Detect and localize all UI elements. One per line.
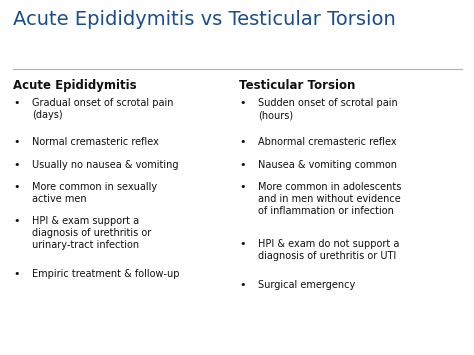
Text: Abnormal cremasteric reflex: Abnormal cremasteric reflex: [258, 137, 397, 147]
Text: Acute Epididymitis vs Testicular Torsion: Acute Epididymitis vs Testicular Torsion: [13, 10, 396, 29]
Text: COLUMBUS: COLUMBUS: [441, 331, 474, 336]
Text: HPI & exam support a
diagnosis of urethritis or
urinary-tract infection: HPI & exam support a diagnosis of urethr…: [32, 216, 152, 250]
Text: •: •: [13, 182, 20, 192]
Text: Gradual onset of scrotal pain
(days): Gradual onset of scrotal pain (days): [32, 98, 174, 120]
Text: •: •: [239, 280, 246, 290]
Text: •: •: [239, 137, 246, 147]
Text: COLUMBUS: COLUMBUS: [370, 339, 427, 348]
Text: Testicular Torsion: Testicular Torsion: [239, 79, 356, 92]
Text: •: •: [13, 159, 20, 170]
Text: More common in sexually
active men: More common in sexually active men: [32, 182, 157, 204]
Text: •: •: [13, 137, 20, 147]
Text: More common in adolescents
and in men without evidence
of inflammation or infect: More common in adolescents and in men wi…: [258, 182, 401, 216]
Text: •: •: [239, 159, 246, 170]
Text: •: •: [13, 98, 20, 108]
Text: Usually no nausea & vomiting: Usually no nausea & vomiting: [32, 159, 179, 170]
Text: •: •: [239, 98, 246, 108]
Text: www.publichealth.columbus.gov: www.publichealth.columbus.gov: [10, 334, 146, 343]
Text: •: •: [13, 269, 20, 279]
Text: •: •: [13, 216, 20, 226]
Text: THE CITY OF: THE CITY OF: [370, 331, 400, 336]
Text: •: •: [239, 239, 246, 248]
Text: Acute Epididymitis: Acute Epididymitis: [13, 79, 137, 92]
Text: Sudden onset of scrotal pain
(hours): Sudden onset of scrotal pain (hours): [258, 98, 398, 120]
Text: PUBLIC HEALTH: PUBLIC HEALTH: [441, 341, 474, 346]
Text: Empiric treatment & follow-up: Empiric treatment & follow-up: [32, 269, 180, 279]
Text: Nausea & vomiting common: Nausea & vomiting common: [258, 159, 397, 170]
Text: HPI & exam do not support a
diagnosis of urethritis or UTI: HPI & exam do not support a diagnosis of…: [258, 239, 400, 261]
Text: Surgical emergency: Surgical emergency: [258, 280, 356, 290]
Text: Normal cremasteric reflex: Normal cremasteric reflex: [32, 137, 159, 147]
Text: •: •: [239, 182, 246, 192]
